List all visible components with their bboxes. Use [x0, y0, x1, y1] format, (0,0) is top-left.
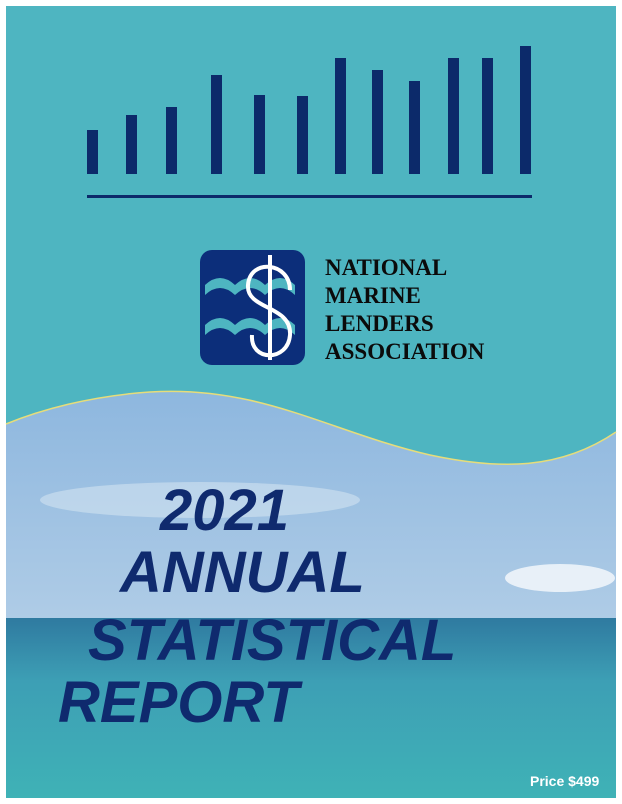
- org-name: LENDERS: [325, 311, 434, 336]
- report-title: ANNUAL: [118, 540, 365, 605]
- org-name: ASSOCIATION: [325, 339, 485, 364]
- org-name: NATIONAL: [325, 255, 447, 280]
- price: Price $499: [530, 773, 599, 789]
- report-title: 2021: [159, 478, 289, 543]
- logo: [200, 250, 305, 365]
- cloud: [505, 564, 615, 592]
- report-title: REPORT: [58, 670, 303, 735]
- report-cover: NATIONAL MARINE LENDERS ASSOCIATION 2021…: [0, 0, 622, 804]
- report-title: STATISTICAL: [88, 608, 456, 673]
- org-name: MARINE: [325, 283, 421, 308]
